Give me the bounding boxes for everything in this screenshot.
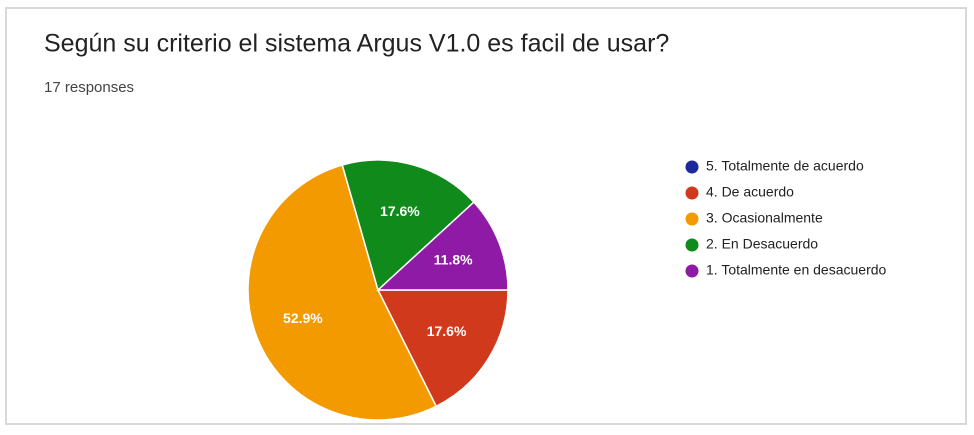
legend-label: 2. En Desacuerdo xyxy=(706,236,818,252)
legend-swatch xyxy=(685,212,699,226)
legend-swatch xyxy=(685,238,699,252)
slice-label: 17.6% xyxy=(427,323,467,339)
legend-swatch xyxy=(685,160,699,174)
pie-slice xyxy=(247,164,438,421)
legend-label: 1. Totalmente en desacuerdo xyxy=(706,262,887,278)
legend-label: 3. Ocasionalmente xyxy=(706,210,823,226)
slice-label: 52.9% xyxy=(283,310,323,326)
slice-label: 17.6% xyxy=(380,203,420,219)
slice-label: 11.8% xyxy=(434,251,473,267)
chart-subtitle: 17 responses xyxy=(44,79,134,96)
legend-label: 5. Totalmente de acuerdo xyxy=(706,158,864,174)
pie-slice xyxy=(376,201,509,291)
pie-slice xyxy=(376,289,509,408)
legend-swatch xyxy=(685,186,699,200)
legend-swatch xyxy=(685,264,699,278)
chart-title: Según su criterio el sistema Argus V1.0 … xyxy=(44,30,669,58)
pie-slice xyxy=(341,159,475,292)
legend-label: 4. De acuerdo xyxy=(706,184,794,200)
